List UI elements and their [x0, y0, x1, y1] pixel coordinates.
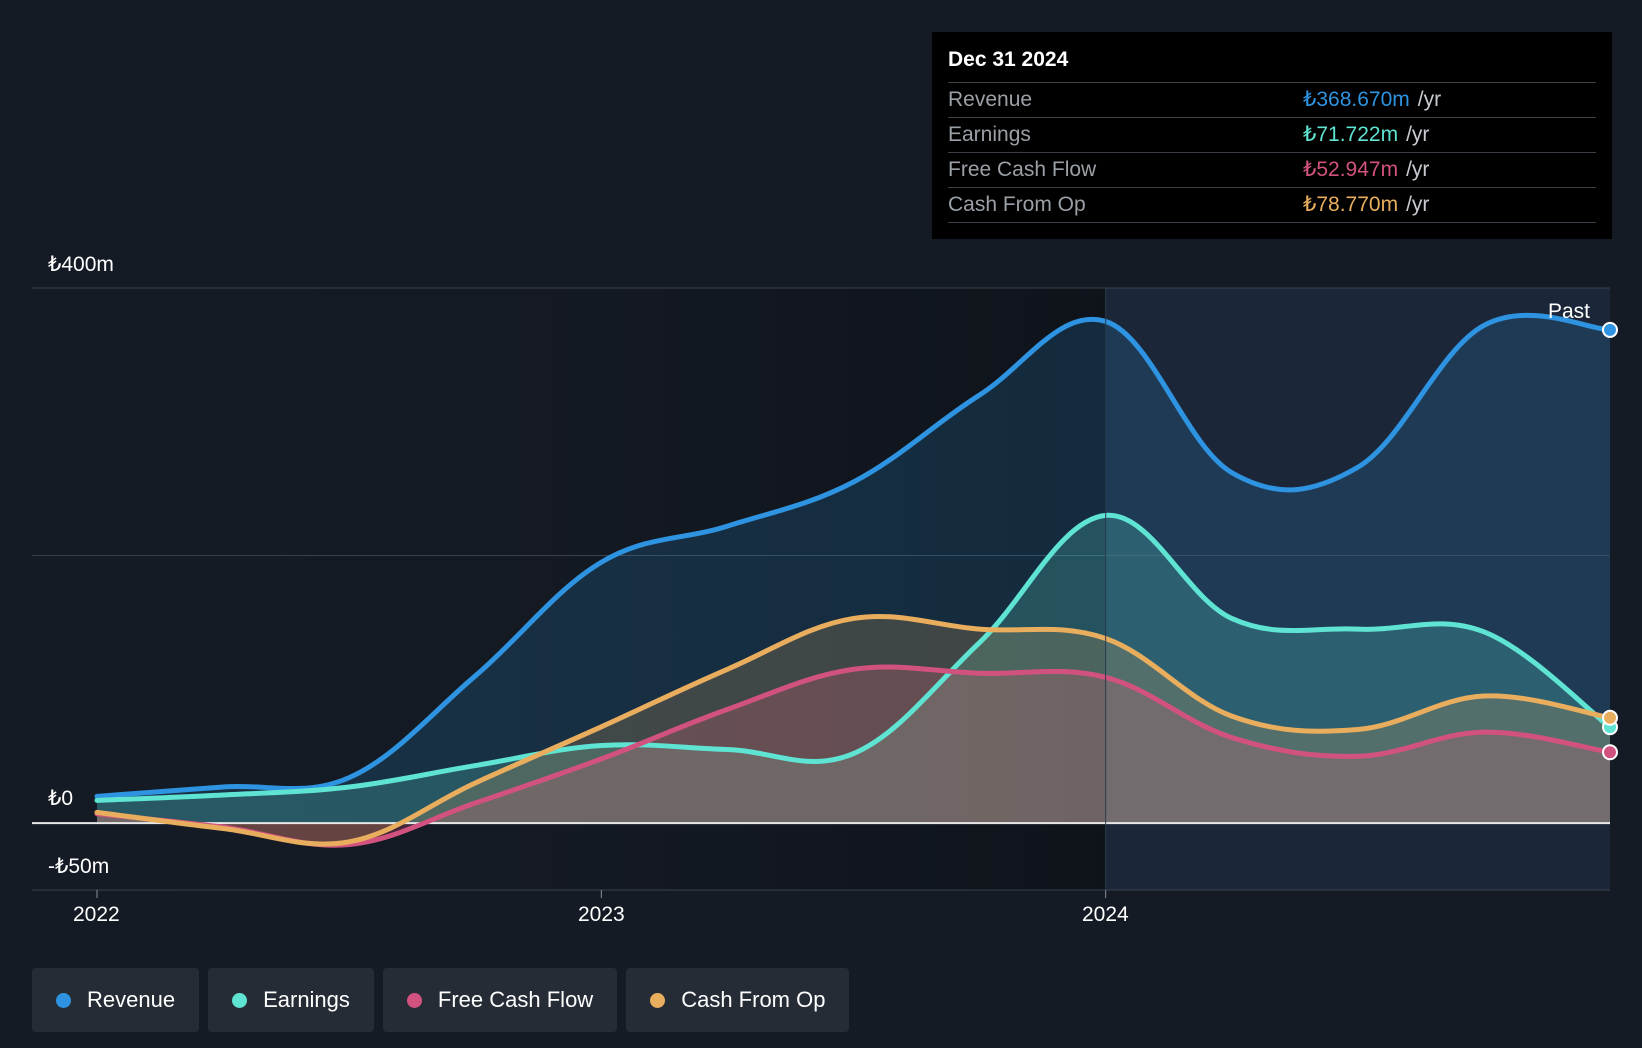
tooltip-label: Revenue [948, 88, 1033, 111]
revenue-end-point [1602, 321, 1618, 338]
y-tick-label-bottom: -₺50m [48, 855, 110, 878]
tooltip-value: ₺52.947m [1303, 158, 1399, 181]
revenue-line [94, 312, 1613, 799]
tooltip-unit: /yr [1406, 193, 1430, 216]
legend-item-free-cash-flow[interactable]: Free Cash Flow [382, 968, 618, 1032]
tooltip-row-earnings: Earnings ₺71.722m /yr [948, 118, 1596, 153]
earnings-area [97, 515, 1610, 824]
legend-label: Cash From Op [681, 987, 826, 1012]
series-end-markers [1602, 321, 1618, 761]
cash-from-op-area [97, 616, 1610, 845]
legend-label: Earnings [263, 987, 350, 1012]
free-cash-flow-dot-icon [406, 992, 422, 1008]
free-cash-flow-line [94, 664, 1613, 848]
free-cash-flow-end-point [1602, 744, 1618, 761]
cash-from-op-dot-icon [650, 992, 666, 1008]
tooltip-row-revenue: Revenue ₺368.670m /yr [948, 83, 1596, 118]
tooltip-label: Earnings [948, 123, 1031, 146]
tooltip-unit: /yr [1406, 158, 1430, 181]
tooltip-unit: /yr [1417, 88, 1442, 111]
data-tooltip: Dec 31 2024 Revenue ₺368.670m /yr Earnin… [932, 32, 1612, 239]
series-lines [94, 312, 1613, 848]
y-tick-label-zero: ₺0 [48, 787, 74, 810]
tooltip-value: ₺71.722m [1303, 123, 1399, 146]
tooltip-value: ₺78.770m [1303, 193, 1399, 216]
cash-from-op-line [94, 613, 1613, 847]
legend-label: Free Cash Flow [437, 987, 594, 1012]
tooltip-row-cash-from-op: Cash From Op ₺78.770m /yr [948, 188, 1596, 223]
revenue-area [97, 315, 1610, 824]
earnings-dot-icon [232, 992, 248, 1008]
tooltip-unit: /yr [1406, 123, 1430, 146]
tooltip-label: Cash From Op [948, 193, 1086, 216]
earnings-line [94, 512, 1613, 803]
x-tick-label-2024: 2024 [1082, 903, 1129, 926]
chart-legend: Revenue Earnings Free Cash Flow Cash Fro… [32, 968, 850, 1032]
cash-from-op-end-point [1602, 709, 1618, 726]
legend-item-earnings[interactable]: Earnings [208, 968, 374, 1032]
x-tick-label-2023: 2023 [578, 903, 625, 926]
past-region-shade [1105, 288, 1610, 890]
revenue-dot-icon [56, 992, 71, 1008]
y-tick-label-top: ₺400m [48, 253, 114, 276]
tooltip-value: ₺368.670m [1303, 88, 1410, 111]
tooltip-label: Free Cash Flow [948, 158, 1097, 181]
tooltip-row-free-cash-flow: Free Cash Flow ₺52.947m /yr [948, 153, 1596, 188]
legend-label: Revenue [87, 987, 176, 1012]
grid-lines [32, 287, 1610, 891]
x-tick-label-2022: 2022 [73, 903, 120, 926]
legend-item-revenue[interactable]: Revenue [32, 968, 200, 1032]
tooltip-date: Dec 31 2024 [948, 46, 1596, 83]
legend-item-cash-from-op[interactable]: Cash From Op [626, 968, 850, 1032]
past-label: Past [1548, 300, 1591, 323]
x-axis-ticks [96, 890, 1107, 898]
